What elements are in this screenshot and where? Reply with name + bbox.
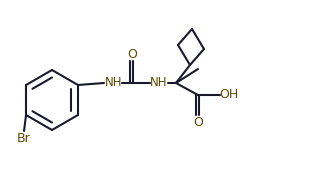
Text: NH: NH [150,76,168,89]
Text: OH: OH [219,89,238,102]
Text: O: O [193,116,203,129]
Text: O: O [127,48,137,61]
Text: Br: Br [17,131,31,144]
Text: NH: NH [105,76,123,89]
